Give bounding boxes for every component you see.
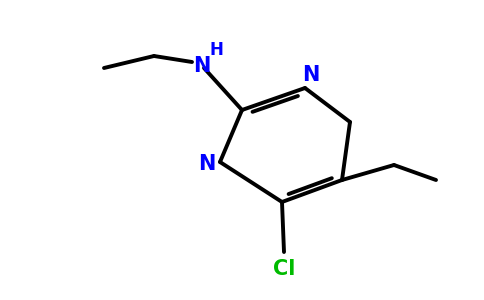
Text: N: N xyxy=(302,65,320,85)
Text: H: H xyxy=(209,41,223,59)
Text: N: N xyxy=(193,56,211,76)
Text: N: N xyxy=(198,154,216,174)
Text: Cl: Cl xyxy=(273,259,295,279)
